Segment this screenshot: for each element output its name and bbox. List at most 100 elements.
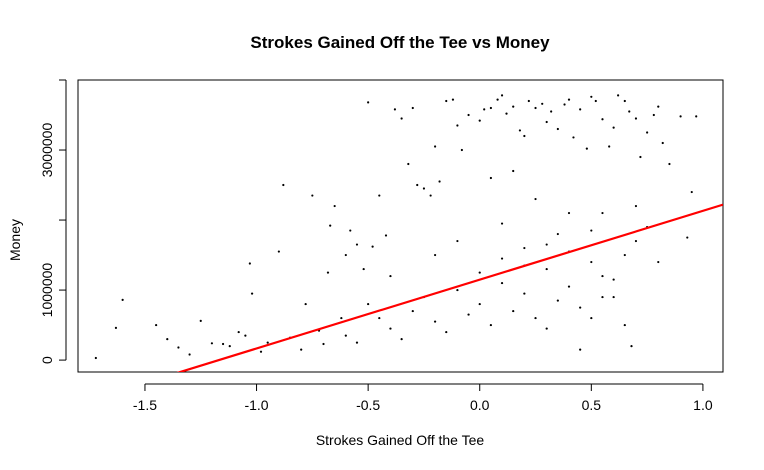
data-point (362, 267, 365, 271)
data-point (556, 299, 559, 302)
x-axis: -1.5 -1.0 -0.5 0.0 0.5 1.0 (133, 383, 713, 413)
data-point (483, 108, 486, 111)
data-point (355, 341, 359, 344)
data-point (451, 98, 455, 101)
data-point (500, 281, 504, 285)
data-point (416, 183, 419, 187)
data-point (567, 285, 571, 288)
data-point (623, 253, 626, 257)
data-point (652, 113, 655, 117)
data-point (608, 145, 611, 148)
data-point (601, 295, 604, 299)
data-point (623, 99, 626, 103)
data-point (228, 344, 231, 348)
data-point (244, 334, 247, 337)
data-point (657, 105, 660, 108)
data-point (500, 257, 504, 260)
data-point (259, 350, 263, 353)
data-point (634, 117, 638, 120)
data-point (617, 94, 620, 97)
data-point (512, 105, 515, 108)
data-point (679, 115, 682, 118)
data-point (121, 298, 124, 301)
data-point (512, 169, 515, 173)
data-point (389, 274, 392, 278)
data-point (628, 110, 631, 113)
data-point (237, 330, 240, 334)
data-point (545, 267, 548, 271)
data-point (585, 147, 588, 150)
data-point (467, 313, 470, 316)
data-point (367, 302, 370, 306)
points-layer (94, 94, 698, 360)
x-axis-label: Strokes Gained Off the Tee (316, 432, 485, 448)
data-point (445, 99, 448, 103)
data-point (579, 348, 582, 351)
data-point (114, 326, 118, 329)
data-point (478, 302, 481, 306)
data-point (527, 99, 530, 103)
data-point (393, 108, 397, 111)
data-point (690, 190, 693, 194)
data-point (567, 211, 571, 215)
data-point (668, 162, 671, 166)
data-point (411, 309, 414, 313)
plot-frame (77, 79, 724, 373)
data-point (250, 292, 254, 295)
data-point (94, 356, 97, 360)
data-point (478, 271, 481, 274)
data-point (601, 211, 604, 215)
data-point (304, 302, 307, 306)
data-point (534, 106, 537, 110)
data-point (166, 337, 169, 341)
data-point (456, 239, 459, 243)
data-point (433, 320, 437, 323)
data-point (523, 246, 526, 250)
data-point (188, 353, 191, 356)
y-tick-label: 0 (39, 356, 55, 364)
data-point (371, 245, 374, 248)
data-point (433, 253, 437, 257)
data-point (601, 274, 604, 278)
data-point (612, 295, 615, 299)
data-point (590, 95, 593, 98)
data-point (329, 224, 332, 227)
data-point (534, 316, 537, 320)
data-point (545, 120, 548, 124)
data-point (177, 346, 180, 349)
data-point (579, 306, 582, 309)
data-point (344, 253, 347, 257)
data-point (634, 239, 638, 243)
data-point (438, 180, 441, 183)
regression-layer (176, 203, 723, 372)
x-tick-label: 0.0 (470, 397, 490, 413)
data-point (326, 271, 330, 274)
data-point (266, 341, 269, 344)
data-point (400, 337, 403, 341)
data-point (534, 197, 537, 201)
data-point (556, 232, 559, 236)
data-point (311, 194, 314, 197)
data-point (579, 108, 582, 111)
chart-title: Strokes Gained Off the Tee vs Money (250, 33, 550, 52)
data-point (545, 243, 548, 246)
data-point (422, 187, 426, 190)
data-point (155, 323, 158, 327)
data-point (686, 236, 689, 239)
regression-line (176, 203, 723, 372)
data-point (378, 316, 381, 320)
data-point (433, 145, 437, 148)
data-point (612, 278, 615, 281)
data-point (355, 243, 359, 246)
data-point (456, 124, 459, 127)
y-tick-label: 1000000 (39, 263, 55, 318)
data-point (467, 113, 470, 117)
data-point (630, 344, 633, 348)
data-point (590, 316, 593, 320)
data-point (460, 148, 463, 152)
x-tick-label: -0.5 (356, 397, 380, 413)
data-point (489, 106, 492, 110)
data-point (300, 348, 303, 351)
data-point (489, 323, 492, 327)
